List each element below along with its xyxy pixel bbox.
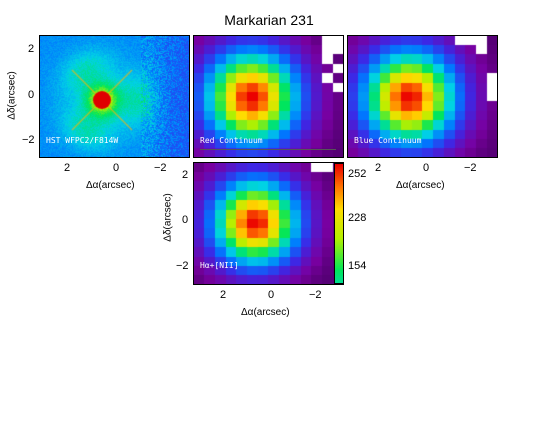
- y-tick-4-mid: 0: [182, 214, 189, 226]
- halpha-image: [194, 163, 343, 284]
- x-tick-3-left: 2: [375, 162, 382, 174]
- x-axis-label-3: Δα(arcsec): [396, 180, 445, 191]
- hst-panel: HST WFPC2/F814W: [39, 35, 190, 158]
- y-tick-1-top: 2: [28, 43, 35, 55]
- panel-label-hst: HST WFPC2/F814W: [46, 136, 119, 145]
- x-tick-1-mid: 0: [113, 162, 120, 174]
- x-tick-4-mid: 0: [268, 289, 275, 301]
- colorbar-label-mid: 228: [348, 212, 367, 224]
- y-tick-4-bottom: −2: [176, 260, 189, 272]
- figure-title: Markarian 231: [224, 12, 314, 28]
- slit-line: [200, 149, 336, 150]
- colorbar: [334, 163, 344, 284]
- x-tick-1-right: −2: [154, 162, 167, 174]
- colorbar-gradient: [335, 164, 343, 283]
- x-tick-3-right: −2: [464, 162, 477, 174]
- hst-image: [40, 36, 189, 157]
- colorbar-label-bottom: 154: [348, 260, 367, 272]
- red-continuum-image: [194, 36, 343, 157]
- x-axis-label-4: Δα(arcsec): [241, 307, 290, 318]
- y-tick-1-mid: 0: [28, 89, 35, 101]
- x-tick-4-left: 2: [220, 289, 227, 301]
- panel-label-red: Red Continuum: [200, 136, 263, 145]
- x-axis-label-1: Δα(arcsec): [86, 180, 135, 191]
- halpha-panel: Hα+[NII]: [193, 162, 344, 285]
- y-tick-1-bottom: −2: [22, 134, 35, 146]
- y-tick-4-top: 2: [182, 169, 189, 181]
- blue-continuum-image: [348, 36, 497, 157]
- panel-label-halpha: Hα+[NII]: [200, 261, 239, 270]
- y-axis-label-4: Δδ(arcsec): [162, 193, 174, 242]
- y-axis-label-1: Δδ(arcsec): [6, 71, 18, 120]
- colorbar-label-top: 252: [348, 168, 367, 180]
- x-tick-4-right: −2: [309, 289, 322, 301]
- x-tick-3-mid: 0: [423, 162, 430, 174]
- panel-label-blue: Blue Continuum: [354, 136, 422, 145]
- red-continuum-panel: Red Continuum: [193, 35, 344, 158]
- blue-continuum-panel: Blue Continuum: [347, 35, 498, 158]
- x-tick-1-left: 2: [64, 162, 71, 174]
